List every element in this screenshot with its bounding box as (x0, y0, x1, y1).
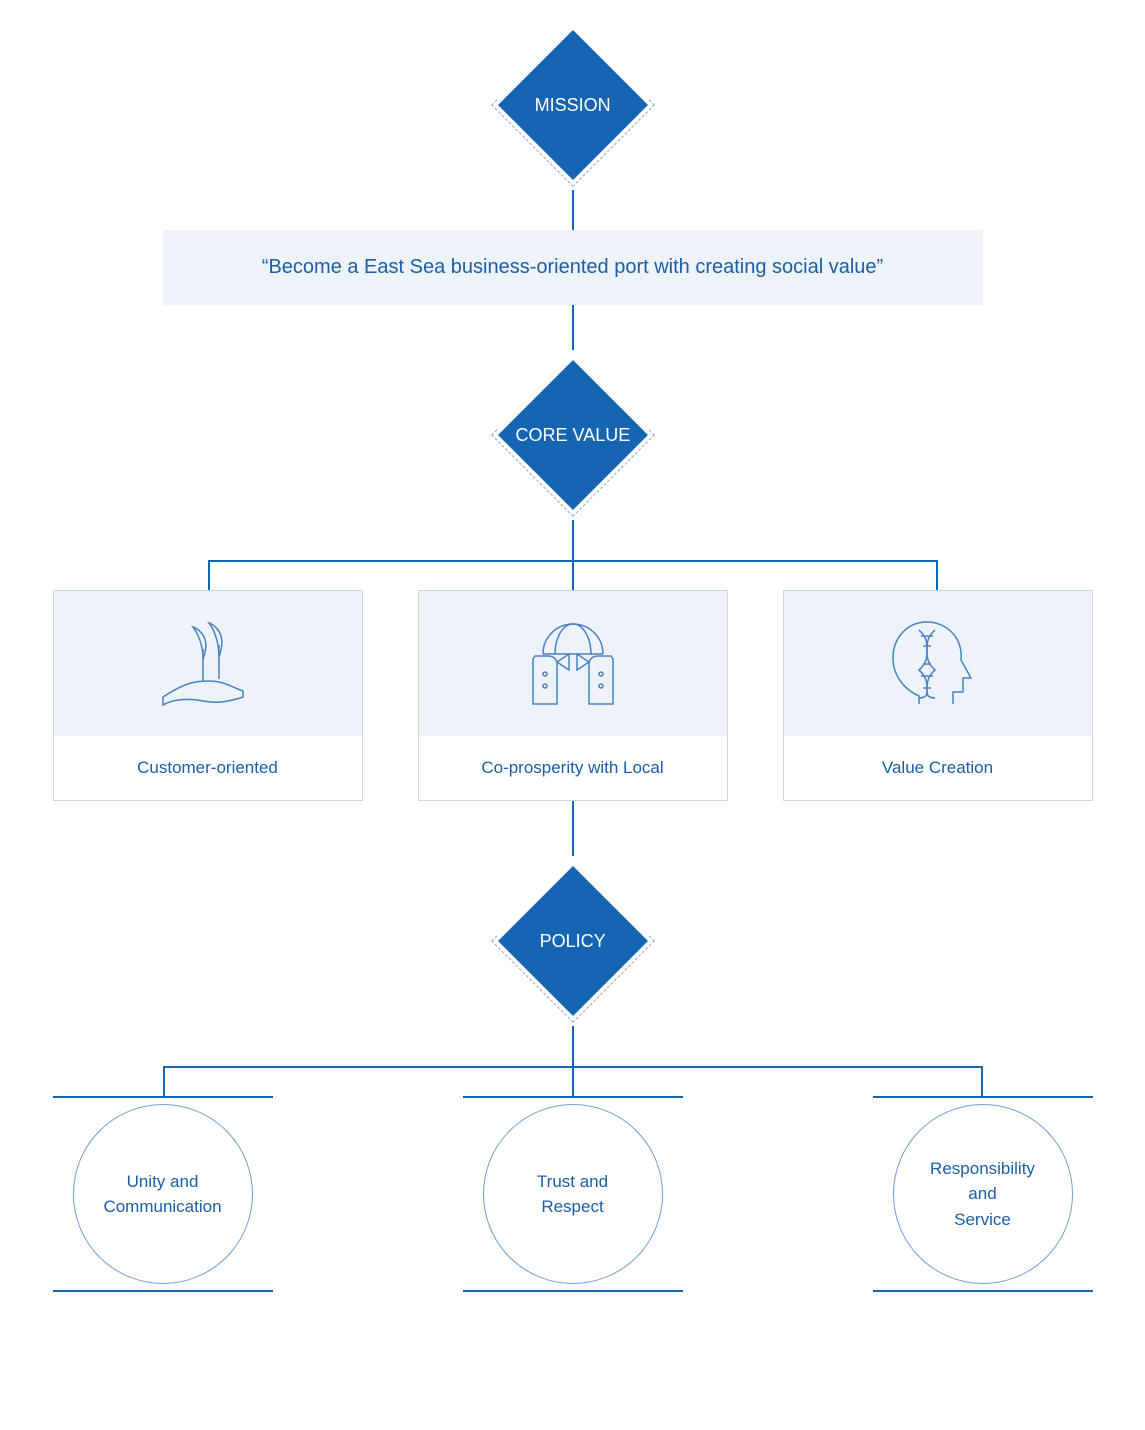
policy-bar (53, 1290, 273, 1292)
branch-drop (208, 560, 210, 590)
value-card-label: Value Creation (784, 736, 1092, 800)
value-icon-box (784, 591, 1092, 736)
value-card-customer: Customer-oriented (53, 590, 363, 801)
mission-diagram: MISSION “Become a East Sea business-orie… (0, 20, 1145, 1292)
value-card-coprosperity: Co-prosperity with Local (418, 590, 728, 801)
branch-line (163, 1066, 983, 1068)
branch-drop (572, 560, 574, 590)
connector-line (572, 520, 574, 560)
branch-drop (572, 1066, 574, 1096)
value-card-label: Co-prosperity with Local (419, 736, 727, 800)
branch-drop (163, 1066, 165, 1096)
policy-circle: Responsibility and Service (893, 1104, 1073, 1284)
hand-leaf-icon (153, 619, 263, 709)
policy-item-unity: Unity and Communication (53, 1096, 273, 1292)
policy-row: Unity and Communication Trust and Respec… (53, 1096, 1093, 1292)
diamond-shape: MISSION (498, 30, 648, 180)
policy-diamond: POLICY (498, 866, 648, 1016)
core-value-diamond: CORE VALUE (498, 360, 648, 510)
head-dna-icon (883, 616, 993, 711)
mission-statement-banner: “Become a East Sea business-oriented por… (163, 230, 983, 305)
branch-line (208, 560, 938, 562)
diamond-shape: CORE VALUE (498, 360, 648, 510)
connector-line (572, 305, 574, 350)
connector-line (572, 1026, 574, 1066)
policy-circle: Trust and Respect (483, 1104, 663, 1284)
connector-line (572, 801, 574, 856)
branch-drop (936, 560, 938, 590)
policy-bar (463, 1096, 683, 1098)
policy-bar (873, 1096, 1093, 1098)
policy-bar (53, 1096, 273, 1098)
value-card-label: Customer-oriented (54, 736, 362, 800)
value-card-value-creation: Value Creation (783, 590, 1093, 801)
policy-circle: Unity and Communication (73, 1104, 253, 1284)
diamond-label: POLICY (539, 931, 605, 952)
value-icon-box (54, 591, 362, 736)
connector-line (572, 190, 574, 230)
branch-drop (981, 1066, 983, 1096)
policy-item-responsibility: Responsibility and Service (873, 1096, 1093, 1292)
policy-item-trust: Trust and Respect (463, 1096, 683, 1292)
globe-hands-icon (513, 614, 633, 714)
value-icon-box (419, 591, 727, 736)
diamond-label: CORE VALUE (515, 425, 630, 446)
core-values-row: Customer-oriented Co-prosperity with Loc… (53, 590, 1093, 801)
diamond-label: MISSION (534, 94, 610, 115)
diamond-shape: POLICY (498, 866, 648, 1016)
policy-bar (873, 1290, 1093, 1292)
mission-diamond: MISSION (498, 30, 648, 180)
policy-bar (463, 1290, 683, 1292)
